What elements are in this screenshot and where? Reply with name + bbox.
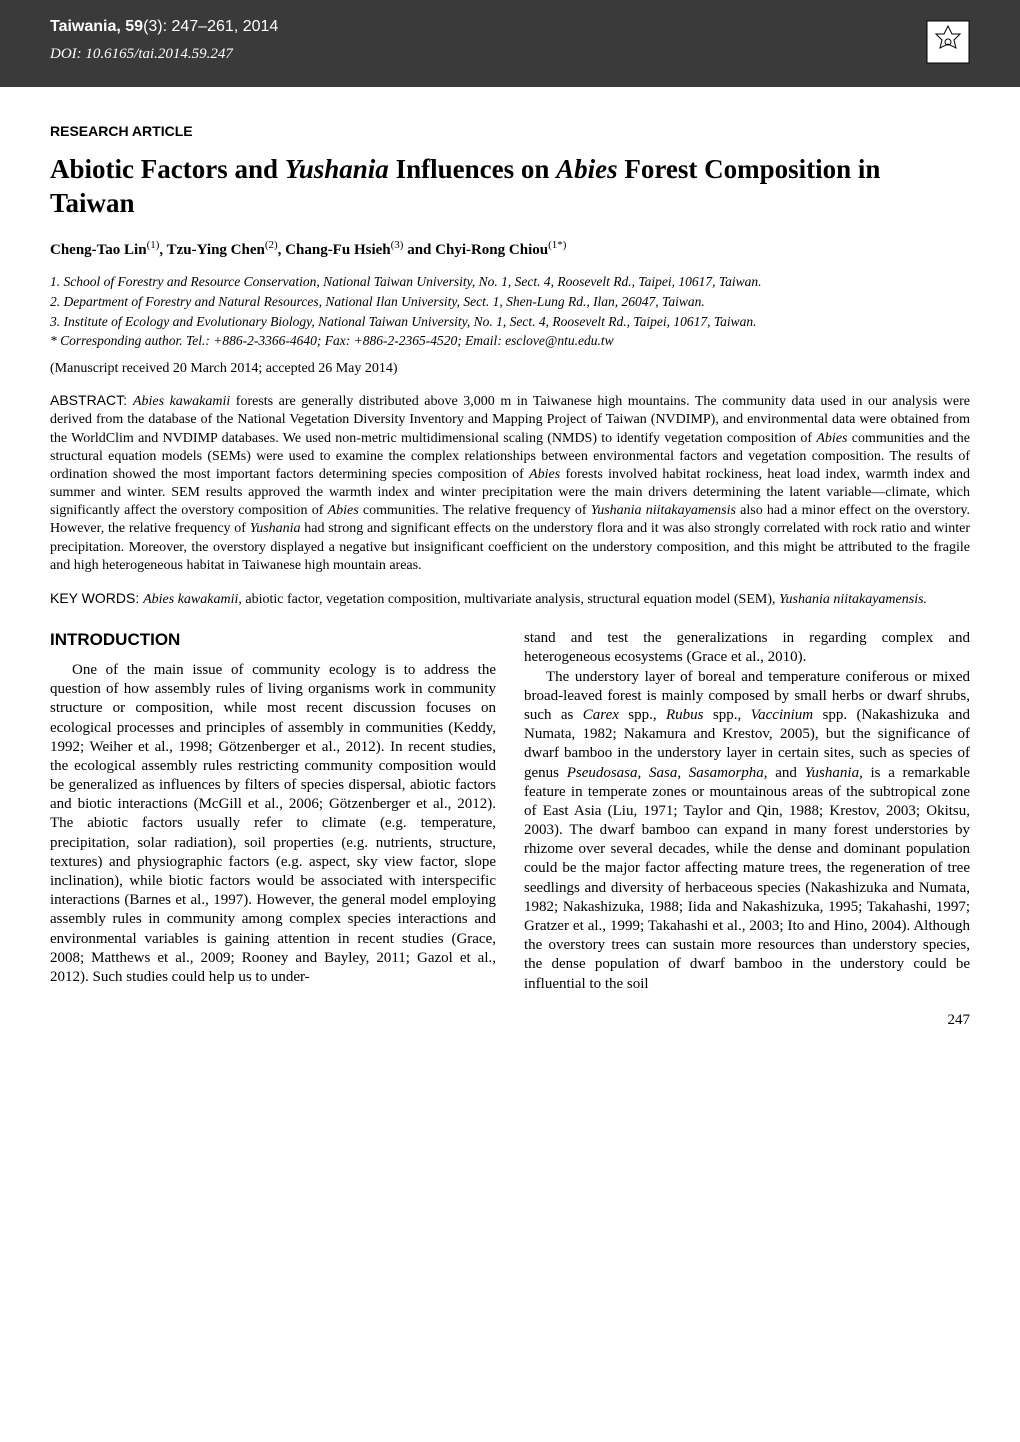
title-part-1: Abiotic Factors and: [50, 154, 285, 184]
keywords-label: KEY WORDS:: [50, 590, 143, 606]
p2g: , and: [764, 765, 805, 781]
author-2: , Tzu-Ying Chen: [159, 242, 264, 258]
column-right: stand and test the generalizations in re…: [524, 629, 970, 994]
author-4: and Chyi-Rong Chiou: [403, 242, 548, 258]
title-part-3: Influences on: [389, 154, 556, 184]
journal-issue-pages-year: (3): 247‒261, 2014: [143, 18, 278, 35]
p2-i3: Vaccinium: [751, 707, 813, 723]
p2b: spp.,: [619, 707, 666, 723]
p2-i2: Rubus: [666, 707, 704, 723]
abstract-ital-7: Abies: [328, 503, 359, 518]
journal-logo-icon: [926, 20, 970, 64]
keywords: KEY WORDS: Abies kawakamii, abiotic fact…: [50, 589, 970, 609]
intro-para-1: One of the main issue of community ecolo…: [50, 661, 496, 987]
section-heading-introduction: INTRODUCTION: [50, 629, 496, 651]
journal-volume: , 59: [116, 18, 143, 35]
p2-i4: Pseudosasa: [567, 765, 638, 781]
p2f: ,: [677, 765, 688, 781]
affiliations: 1. School of Forestry and Resource Conse…: [50, 273, 970, 332]
doi: DOI: 10.6165/tai.2014.59.247: [50, 46, 970, 63]
affiliation-1: 1. School of Forestry and Resource Conse…: [50, 273, 970, 291]
column-left: INTRODUCTION One of the main issue of co…: [50, 629, 496, 994]
journal-citation: Taiwania, 59(3): 247‒261, 2014: [50, 18, 970, 36]
title-part-4-italic: Abies: [556, 154, 618, 184]
abstract-ital-1: Abies kawakamii: [133, 394, 230, 409]
abstract-ital-5: Abies: [529, 467, 560, 482]
journal-header: Taiwania, 59(3): 247‒261, 2014 DOI: 10.6…: [0, 0, 1020, 87]
abstract-t8: communities. The relative frequency of: [359, 503, 591, 518]
authors: Cheng-Tao Lin(1), Tzu-Ying Chen(2), Chan…: [50, 239, 970, 259]
article-type: RESEARCH ARTICLE: [50, 123, 970, 139]
manuscript-dates: (Manuscript received 20 March 2014; acce…: [50, 361, 970, 377]
affiliation-3: 3. Institute of Ecology and Evolutionary…: [50, 313, 970, 331]
title-part-2-italic: Yushania: [285, 154, 389, 184]
abstract-ital-9: Yushania niitakayamensis: [591, 503, 736, 518]
keyword-2: , abiotic factor, vegetation composition…: [238, 592, 779, 607]
author-3: , Chang-Fu Hsieh: [278, 242, 391, 258]
body-columns: INTRODUCTION One of the main issue of co…: [50, 629, 970, 994]
corresponding-author: * Corresponding author. Tel.: +886-2-336…: [50, 333, 970, 349]
abstract: ABSTRACT: Abies kawakamii forests are ge…: [50, 391, 970, 575]
p2-i6: Sasamorpha: [689, 765, 764, 781]
abstract-ital-11: Yushania: [250, 521, 301, 536]
author-1-affil: (1): [147, 239, 160, 251]
p2c: spp.,: [704, 707, 751, 723]
page-number: 247: [0, 1012, 970, 1029]
intro-para-2: The understory layer of boreal and tempe…: [524, 668, 970, 994]
keyword-3-italic: Yushania niitakayamensis.: [779, 592, 927, 607]
page: Taiwania, 59(3): 247‒261, 2014 DOI: 10.6…: [0, 0, 1020, 1029]
p2e: ,: [638, 765, 649, 781]
author-3-affil: (3): [391, 239, 404, 251]
p2-i7: Yushania: [805, 765, 859, 781]
journal-name: Taiwania: [50, 18, 116, 35]
author-1: Cheng-Tao Lin: [50, 242, 147, 258]
author-4-affil: (1*): [548, 239, 566, 251]
abstract-label: ABSTRACT:: [50, 392, 133, 408]
p2h: , is a remarkable feature in temperate z…: [524, 765, 970, 992]
intro-para-1-cont: stand and test the generalizations in re…: [524, 629, 970, 667]
affiliation-2: 2. Department of Forestry and Natural Re…: [50, 293, 970, 311]
abstract-ital-3: Abies: [816, 431, 847, 446]
p2-i5: Sasa: [649, 765, 677, 781]
keyword-1-italic: Abies kawakamii: [143, 592, 238, 607]
author-2-affil: (2): [265, 239, 278, 251]
article-title: Abiotic Factors and Yushania Influences …: [50, 153, 970, 221]
p2-i1: Carex: [583, 707, 619, 723]
